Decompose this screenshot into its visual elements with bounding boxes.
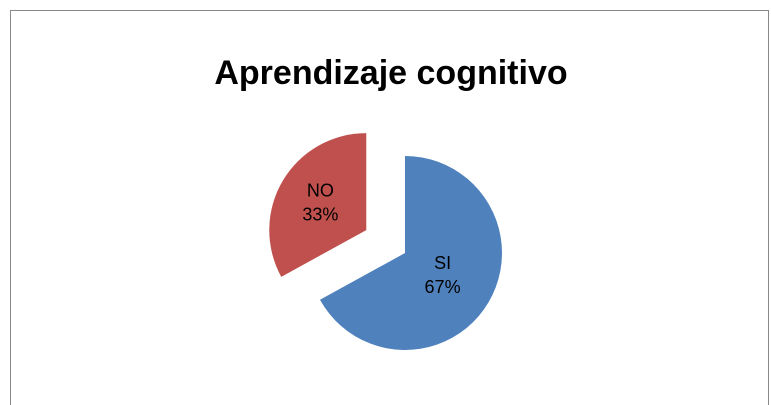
pie-slice bbox=[269, 133, 367, 277]
slice-value-label: 33% bbox=[302, 205, 338, 225]
pie-slice bbox=[319, 156, 503, 351]
chart-title: Aprendizaje cognitivo bbox=[214, 54, 567, 92]
slice-category-label: NO bbox=[307, 181, 334, 201]
slice-value-label: 67% bbox=[425, 277, 461, 297]
slice-category-label: SI bbox=[434, 253, 451, 273]
